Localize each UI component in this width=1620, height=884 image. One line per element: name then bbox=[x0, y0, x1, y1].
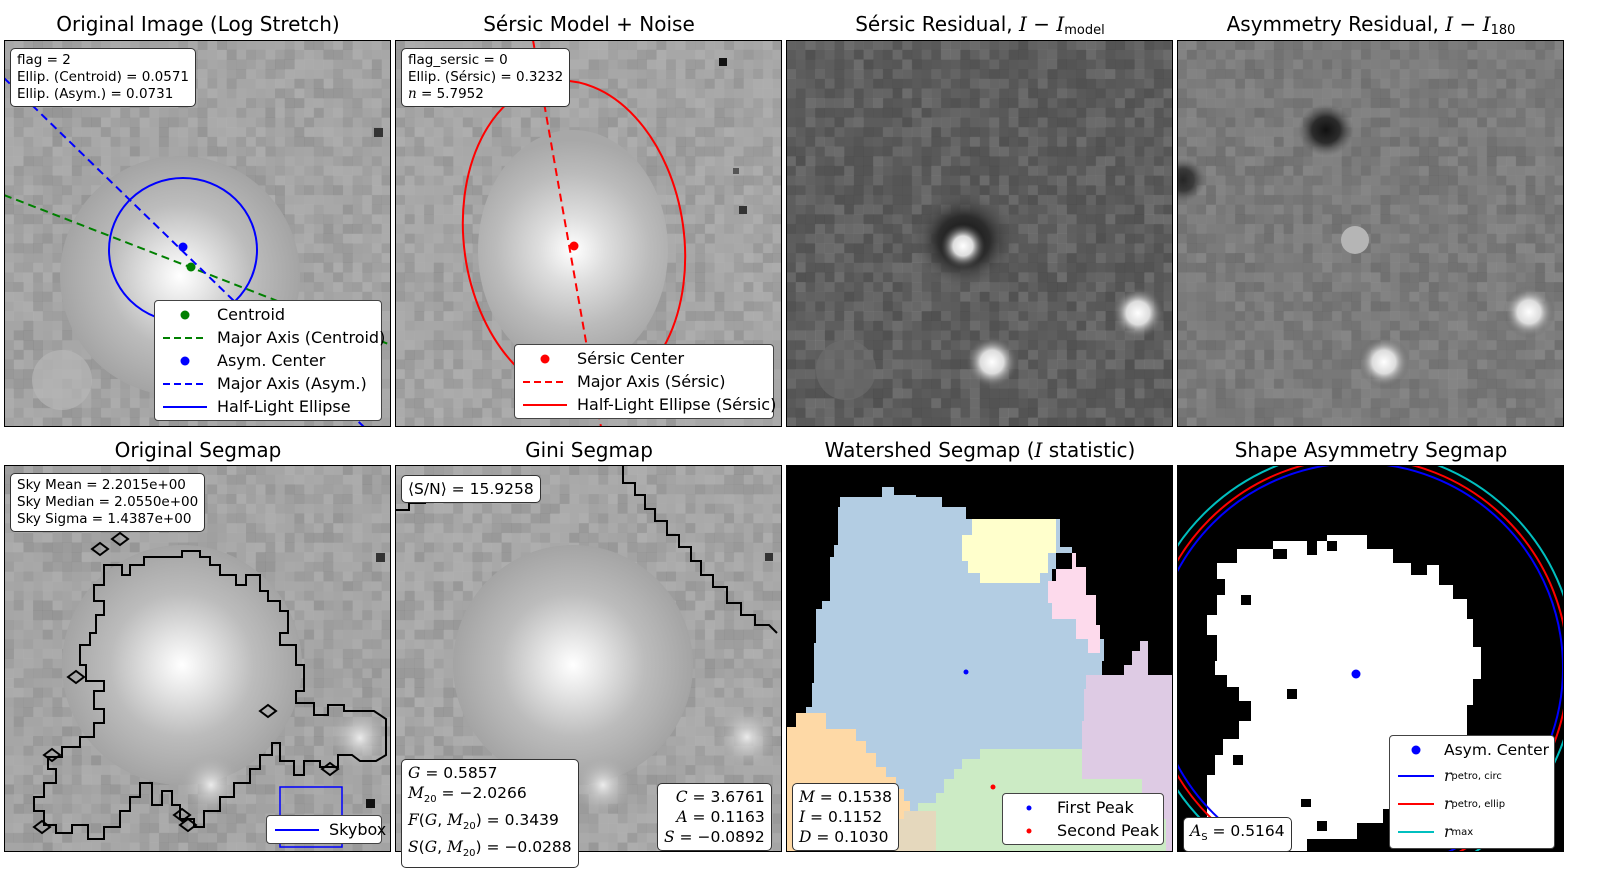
centroid-marker bbox=[186, 262, 196, 272]
first-peak-marker bbox=[963, 669, 969, 675]
second-peak-marker bbox=[990, 784, 996, 790]
sersic-center-marker bbox=[569, 241, 579, 251]
asym-center-marker-shape bbox=[1351, 669, 1361, 679]
sersic-model-legend: Sérsic Center Major Axis (Sérsic) Half-L… bbox=[514, 344, 776, 419]
panel-title-asymmetry-residual: Asymmetry Residual, I − I180 bbox=[1226, 12, 1516, 38]
morphology-flag-box: flag = 2 Ellip. (Centroid) = 0.0571 Ellip.… bbox=[10, 48, 197, 107]
gini-segmap-panel: ⟨S/N⟩ = 15.9258 G = 0.5857 M20 = −2.0266… bbox=[395, 465, 795, 869]
sersic-fit-info-box: flag_sersic = 0 Ellip. (Sérsic) = 0.3232 n… bbox=[401, 48, 571, 107]
panel-title-watershed-segmap: Watershed Segmap (I statistic) bbox=[824, 438, 1136, 462]
gini-segmap-contour bbox=[622, 465, 778, 634]
signal-to-noise-box: ⟨S/N⟩ = 15.9258 bbox=[401, 475, 541, 503]
shape-asymmetry-value-box: AS = 0.5164 bbox=[1183, 817, 1292, 853]
sersic-residual-panel bbox=[786, 40, 1186, 440]
asym-center-marker bbox=[178, 242, 188, 252]
panel-title-original-image: Original Image (Log Stretch) bbox=[56, 12, 340, 36]
mid-statistics-box: M = 0.1538 I = 0.1152 D = 0.1030 bbox=[792, 783, 899, 851]
panel-title-original-segmap: Original Segmap bbox=[114, 438, 282, 462]
panel-title-shape-asymmetry-segmap: Shape Asymmetry Segmap bbox=[1234, 438, 1508, 462]
sky-statistics-box: Sky Mean = 2.2015e+00 Sky Median = 2.0550… bbox=[10, 473, 206, 532]
panel-title-sersic-residual: Sérsic Residual, I − Imodel bbox=[855, 12, 1105, 38]
shape-asymmetry-legend: Asym. Center r petro, circ r petro, ellip … bbox=[1389, 735, 1555, 849]
watershed-segmap-panel: M = 0.1538 I = 0.1152 D = 0.1030 First P… bbox=[786, 465, 1186, 865]
watershed-region-yellow bbox=[962, 519, 1056, 583]
original-segmap-legend: Skybox bbox=[266, 815, 386, 844]
watershed-legend: First Peak Second Peak bbox=[1002, 793, 1164, 845]
watershed-region-purple bbox=[1082, 641, 1173, 852]
watershed-region-pink bbox=[1048, 553, 1100, 653]
segmap-contour bbox=[33, 550, 387, 840]
asymmetry-residual-panel bbox=[1177, 40, 1577, 440]
original-image-legend: Centroid Major Axis (Centroid) Asym. Cen… bbox=[154, 300, 385, 421]
panel-title-gini-segmap: Gini Segmap bbox=[525, 438, 653, 462]
original-image-panel: flag = 2 Ellip. (Centroid) = 0.0571 Ellip.… bbox=[4, 40, 404, 440]
original-segmap-panel: Sky Mean = 2.2015e+00 Sky Median = 2.0550… bbox=[4, 465, 404, 865]
cas-statistics-box: C = 3.6761 A = 0.1163 S = −0.0892 bbox=[657, 783, 772, 851]
sersic-model-panel: flag_sersic = 0 Ellip. (Sérsic) = 0.3232 n… bbox=[395, 40, 795, 440]
panel-title-sersic-model: Sérsic Model + Noise bbox=[483, 12, 695, 36]
gini-m20-statistics-box: G = 0.5857 M20 = −2.0266 F(G, M20) = 0.3… bbox=[401, 759, 579, 869]
